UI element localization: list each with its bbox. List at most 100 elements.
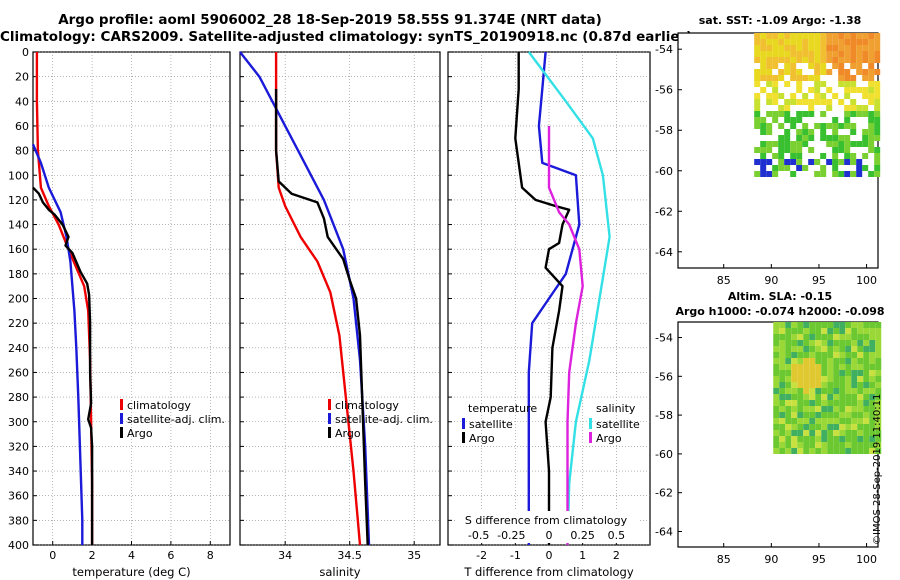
sla-cell xyxy=(815,436,822,442)
sla-cell xyxy=(803,406,810,412)
sla-cell xyxy=(815,418,822,424)
sla-cell xyxy=(851,322,858,328)
sst-cell xyxy=(778,111,785,117)
y-tick-label: 120 xyxy=(8,194,29,207)
sla-cell xyxy=(809,370,816,376)
sst-cell xyxy=(862,57,869,63)
sst-cell xyxy=(802,93,809,99)
sla-cell xyxy=(809,328,816,334)
sst-cell xyxy=(796,141,803,147)
sla-cell xyxy=(773,328,780,334)
sst-cell xyxy=(760,75,767,81)
sla-cell xyxy=(773,340,780,346)
sst-cell xyxy=(760,147,767,153)
sst-cell xyxy=(838,63,845,69)
sst-cell xyxy=(778,57,785,63)
sla-cell xyxy=(851,328,858,334)
sst-cell xyxy=(754,75,761,81)
sst-cell xyxy=(862,105,869,111)
sst-cell xyxy=(874,57,881,63)
legend-label: Argo xyxy=(335,427,361,440)
sst-cell xyxy=(868,135,875,141)
sla-cell xyxy=(779,352,786,358)
legend-label: Argo xyxy=(127,427,153,440)
sla-cell xyxy=(875,436,882,442)
sla-cell xyxy=(839,442,846,448)
sla-cell xyxy=(827,400,834,406)
sla-cell xyxy=(785,370,792,376)
sla-cell xyxy=(773,364,780,370)
sst-cell xyxy=(844,153,851,159)
sla-cell xyxy=(863,448,870,454)
sla-cell xyxy=(827,334,834,340)
x-axis-label-temperature: temperature (deg C) xyxy=(72,565,190,579)
sst-cell xyxy=(862,39,869,45)
sst-cell xyxy=(790,69,797,75)
sst-cell xyxy=(838,57,845,63)
sst-cell xyxy=(820,33,827,39)
sla-cell xyxy=(845,412,852,418)
sla-cell xyxy=(845,430,852,436)
map-x-tick-label: 95 xyxy=(812,553,826,566)
sla-cell xyxy=(869,436,876,442)
sla-cell xyxy=(791,418,798,424)
sla-cell xyxy=(845,334,852,340)
sla-cell xyxy=(797,346,804,352)
sla-cell xyxy=(845,382,852,388)
sst-cell xyxy=(814,87,821,93)
sla-cell xyxy=(821,394,828,400)
sla-cell xyxy=(833,346,840,352)
sla-cell xyxy=(773,352,780,358)
sla-cell xyxy=(845,442,852,448)
sst-cell xyxy=(760,117,767,123)
sst-cell xyxy=(832,63,839,69)
sst-cell xyxy=(796,165,803,171)
sst-cell xyxy=(820,51,827,57)
sla-cell xyxy=(791,364,798,370)
sst-cell xyxy=(802,33,809,39)
y-tick-label: 140 xyxy=(8,219,29,232)
sla-cell xyxy=(827,412,834,418)
sst-cell xyxy=(778,69,785,75)
legend-swatch xyxy=(462,418,465,429)
sla-cell xyxy=(857,328,864,334)
sla-cell xyxy=(875,340,882,346)
sla-cell xyxy=(821,406,828,412)
sst-cell xyxy=(868,57,875,63)
sst-cell xyxy=(862,51,869,57)
sst-cell xyxy=(790,57,797,63)
sla-cell xyxy=(875,388,882,394)
sst-cell xyxy=(796,147,803,153)
sla-cell xyxy=(827,436,834,442)
sst-cell xyxy=(838,45,845,51)
sla-cell xyxy=(851,436,858,442)
sla-cell xyxy=(827,376,834,382)
series-line-satellite-adj-clim- xyxy=(31,143,84,545)
sla-cell xyxy=(839,358,846,364)
sst-cell xyxy=(850,81,857,87)
sst-cell xyxy=(772,57,779,63)
sst-cell xyxy=(754,69,761,75)
map-y-tick-label: -60 xyxy=(655,165,673,178)
sst-cell xyxy=(820,153,827,159)
sla-cell xyxy=(839,448,846,454)
sst-cell xyxy=(874,33,881,39)
sst-cell xyxy=(802,51,809,57)
sla-cell xyxy=(839,376,846,382)
sla-cell xyxy=(779,418,786,424)
sla-cell xyxy=(845,388,852,394)
sla-cell xyxy=(845,328,852,334)
sst-cell xyxy=(784,117,791,123)
sla-cell xyxy=(869,352,876,358)
sla-cell xyxy=(869,364,876,370)
sst-cell xyxy=(772,117,779,123)
sst-cell xyxy=(826,45,833,51)
sst-cell xyxy=(772,87,779,93)
sst-cell xyxy=(754,117,761,123)
sla-cell xyxy=(851,418,858,424)
sla-cell xyxy=(845,364,852,370)
series-line-salinity-argo xyxy=(547,126,584,545)
map-x-tick-label: 85 xyxy=(717,274,731,287)
sst-cell xyxy=(790,63,797,69)
sst-cell xyxy=(820,135,827,141)
